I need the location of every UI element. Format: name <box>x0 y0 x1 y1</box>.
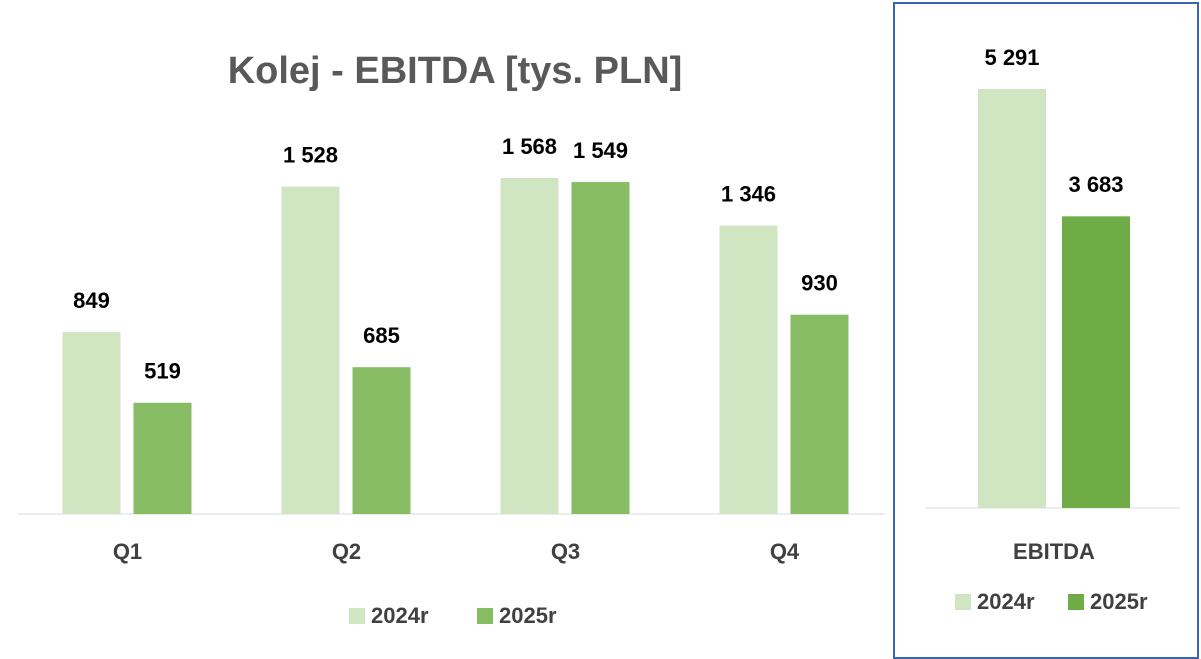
legend-swatch <box>1068 594 1084 610</box>
bar <box>571 182 630 515</box>
data-label: 5 291 <box>984 45 1039 70</box>
legend-label: 2024r <box>977 589 1035 614</box>
data-label: 1 549 <box>573 138 628 163</box>
panel-border <box>893 2 1199 659</box>
x-tick-label: Q3 <box>551 539 580 564</box>
data-label: 1 528 <box>283 142 338 167</box>
bar <box>133 402 192 514</box>
data-label: 3 683 <box>1068 172 1123 197</box>
bar <box>500 178 559 514</box>
bar <box>62 332 121 514</box>
data-label: 519 <box>144 359 181 384</box>
bar <box>1062 216 1130 509</box>
chart-title: Kolej - EBITDA [tys. PLN] <box>228 50 683 92</box>
legend-swatch <box>349 608 365 624</box>
data-label: 1 568 <box>502 134 557 159</box>
bar <box>719 225 778 515</box>
data-label: 685 <box>363 323 400 348</box>
data-label: 930 <box>801 271 838 296</box>
legend-label: 2025r <box>499 603 557 628</box>
bar <box>352 367 411 514</box>
bar <box>281 186 340 515</box>
x-tick-label: Q1 <box>113 539 142 564</box>
legend-swatch <box>477 608 493 624</box>
x-tick-label: EBITDA <box>1013 539 1095 564</box>
bar <box>978 89 1046 508</box>
x-tick-label: Q4 <box>770 539 800 564</box>
data-label: 849 <box>73 288 110 313</box>
x-tick-label: Q2 <box>332 539 361 564</box>
data-label: 1 346 <box>721 181 776 206</box>
legend-label: 2024r <box>371 603 429 628</box>
legend-label: 2025r <box>1090 589 1148 614</box>
legend-swatch <box>955 594 971 610</box>
bar <box>790 314 849 514</box>
